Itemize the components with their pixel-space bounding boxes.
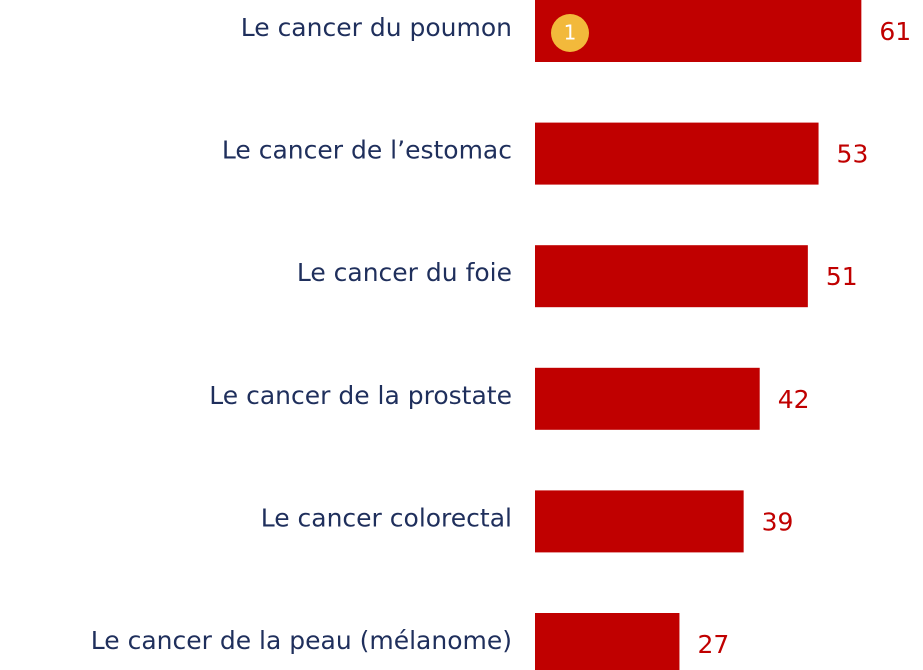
bar: [535, 122, 819, 185]
value-label: 53: [837, 140, 869, 169]
category-label: Le cancer de la peau (mélanome): [91, 626, 512, 655]
category-label: Le cancer de l’estomac: [222, 136, 512, 165]
bar: [535, 0, 862, 62]
badge-label: 1: [564, 21, 577, 45]
bar: [535, 613, 680, 670]
value-label: 61: [879, 17, 911, 46]
bar: [535, 245, 808, 308]
badge: [551, 14, 589, 52]
value-label: 42: [778, 385, 810, 414]
value-label: 39: [762, 507, 794, 536]
value-label: 27: [697, 630, 729, 659]
bar: [535, 490, 744, 553]
category-label: Le cancer de la prostate: [209, 381, 512, 410]
bar: [535, 367, 760, 430]
category-label: Le cancer colorectal: [261, 503, 512, 532]
value-label: 51: [826, 262, 858, 291]
category-label: Le cancer du poumon: [241, 13, 512, 42]
category-label: Le cancer du foie: [297, 258, 512, 287]
